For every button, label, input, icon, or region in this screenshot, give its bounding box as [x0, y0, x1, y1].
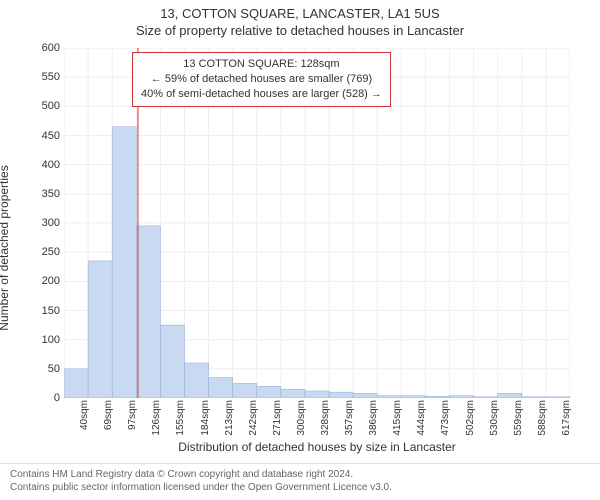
y-tick-label: 450: [30, 130, 60, 142]
x-tick-label: 502sqm: [465, 400, 476, 436]
x-tick-label: 386sqm: [368, 400, 379, 436]
histogram-bar: [353, 393, 377, 398]
x-tick-label: 530sqm: [489, 400, 500, 436]
marker-info-box: 13 COTTON SQUARE: 128sqm ← 59% of detach…: [132, 52, 391, 107]
attribution-footer: Contains HM Land Registry data © Crown c…: [0, 463, 600, 500]
histogram-bar: [377, 396, 401, 398]
x-tick-label: 97sqm: [127, 400, 138, 430]
histogram-bar: [184, 363, 208, 398]
histogram-bar: [546, 397, 570, 398]
x-tick-label: 126sqm: [151, 400, 162, 436]
y-tick-label: 400: [30, 159, 60, 171]
histogram-bar: [498, 393, 522, 398]
x-tick-label: 242sqm: [248, 400, 259, 436]
x-tick-label: 559sqm: [513, 400, 524, 436]
y-tick-label: 500: [30, 100, 60, 112]
info-line-property: 13 COTTON SQUARE: 128sqm: [141, 57, 382, 72]
x-tick-label: 69sqm: [103, 400, 114, 430]
x-tick-label: 184sqm: [200, 400, 211, 436]
histogram-bar: [233, 383, 257, 398]
y-tick-label: 300: [30, 217, 60, 229]
x-tick-label: 473sqm: [440, 400, 451, 436]
chart-container: Number of detached properties 0 50 100 150 2…: [0, 38, 600, 458]
histogram-bar: [112, 127, 136, 398]
histogram-bar: [474, 397, 498, 398]
footer-line-2: Contains public sector information licen…: [10, 481, 590, 494]
page-subtitle: Size of property relative to detached ho…: [0, 23, 600, 38]
histogram-bar: [425, 396, 449, 398]
info-line-larger: 40% of semi-detached houses are larger (…: [141, 87, 382, 102]
histogram-bar: [329, 392, 353, 398]
x-tick-label: 300sqm: [296, 400, 307, 436]
x-tick-label: 40sqm: [79, 400, 90, 430]
x-tick-label: 328sqm: [320, 400, 331, 436]
x-tick-label: 213sqm: [224, 400, 235, 436]
histogram-bar: [522, 397, 546, 398]
x-tick-label: 357sqm: [344, 400, 355, 436]
histogram-bar: [209, 378, 233, 398]
x-tick-label: 155sqm: [175, 400, 186, 436]
x-tick-label: 588sqm: [537, 400, 548, 436]
info-line-smaller: ← 59% of detached houses are smaller (76…: [141, 72, 382, 87]
y-tick-label: 250: [30, 246, 60, 258]
footer-line-1: Contains HM Land Registry data © Crown c…: [10, 468, 590, 481]
y-tick-label: 100: [30, 334, 60, 346]
histogram-bar: [88, 261, 112, 398]
y-tick-label: 50: [30, 363, 60, 375]
y-tick-label: 600: [30, 42, 60, 54]
y-tick-label: 550: [30, 71, 60, 83]
x-tick-label: 444sqm: [416, 400, 427, 436]
histogram-bar: [305, 391, 329, 398]
x-tick-label: 271sqm: [272, 400, 283, 436]
y-axis-label: Number of detached properties: [0, 165, 11, 330]
x-axis-label: Distribution of detached houses by size …: [64, 440, 570, 454]
page-title-address: 13, COTTON SQUARE, LANCASTER, LA1 5US: [0, 6, 600, 21]
histogram-bar: [160, 325, 184, 398]
histogram-bar: [257, 386, 281, 398]
histogram-bar: [64, 369, 88, 398]
histogram-bar: [401, 396, 425, 398]
x-tick-label: 415sqm: [392, 400, 403, 436]
histogram-bar: [281, 389, 305, 398]
y-tick-label: 350: [30, 188, 60, 200]
y-tick-label: 0: [30, 392, 60, 404]
histogram-bar: [136, 226, 160, 398]
y-tick-label: 150: [30, 305, 60, 317]
histogram-bar: [450, 396, 474, 398]
x-tick-label: 617sqm: [561, 400, 572, 436]
y-tick-label: 200: [30, 275, 60, 287]
